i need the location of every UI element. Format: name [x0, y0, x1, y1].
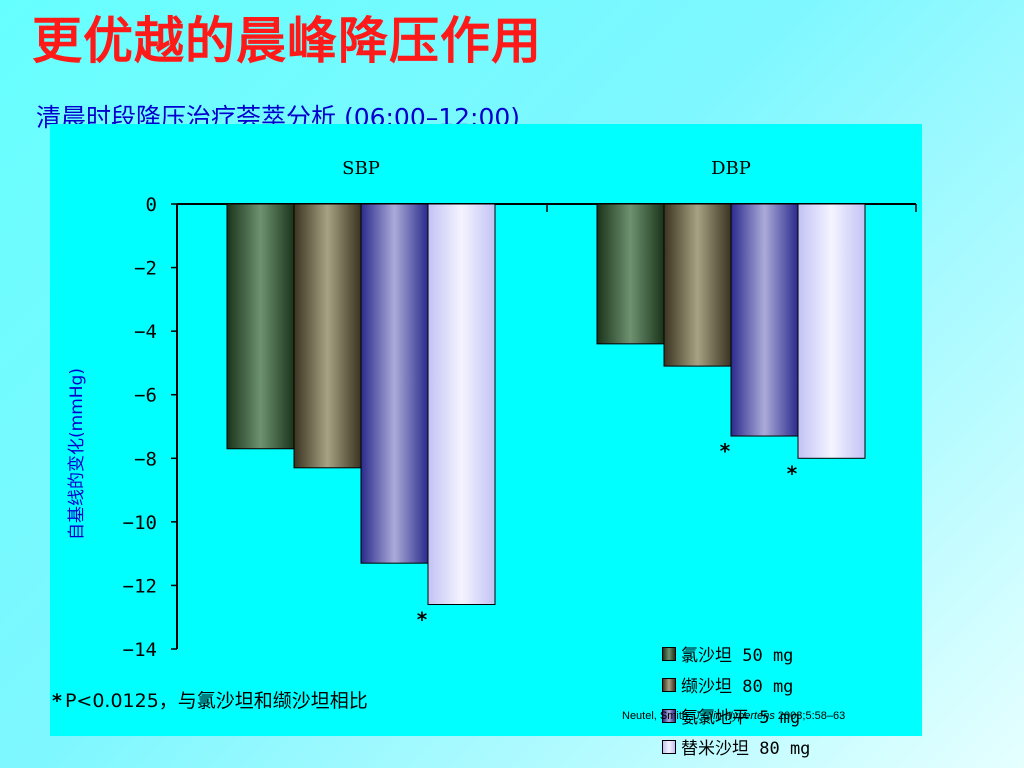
legend-label: 替米沙坦 80 mg	[681, 739, 811, 759]
citation-authors: Neutel, Smith.	[622, 710, 692, 722]
y-tick-label: −14	[123, 639, 157, 661]
significance-marker: *	[417, 608, 428, 632]
bar-chart: 0 −2 −4 −6 −8 −10 −12 −14 SBP DBP * * * 自基线的变化(mmH…	[67, 158, 917, 661]
legend-swatch	[662, 646, 676, 661]
legend-item: 替米沙坦 80 mg	[662, 731, 810, 762]
bar	[360, 203, 429, 564]
footnote-star: *	[52, 690, 62, 712]
bar	[293, 203, 362, 469]
footnote-text: P<0.0125，与氯沙坦和缬沙坦相比	[64, 690, 368, 712]
y-tick-label: −10	[123, 512, 157, 534]
bar	[427, 203, 496, 605]
bar	[596, 203, 665, 345]
y-tick-label: −4	[134, 321, 157, 343]
citation: Neutel, Smith. J Clin Hypertens 2003;5:5…	[622, 710, 845, 722]
y-axis-label: 自基线的变化(mmHg)	[67, 368, 87, 540]
bar	[797, 203, 866, 459]
legend-swatch	[662, 708, 676, 723]
legend-swatch	[662, 677, 676, 692]
chart-panel: 0 −2 −4 −6 −8 −10 −12 −14 SBP DBP * * * 自基线的变化(mmH…	[50, 124, 922, 759]
slide-title: 更优越的晨峰降压作用	[32, 12, 542, 70]
legend-item: 氨氯地平 5 mg	[662, 700, 810, 731]
bar	[663, 203, 732, 367]
category-label: DBP	[711, 158, 751, 179]
legend-label: 氯沙坦 50 mg	[681, 646, 794, 666]
bar	[226, 203, 295, 450]
citation-ref: 2003;5:58–63	[777, 710, 846, 722]
legend-item: 缬沙坦 80 mg	[662, 669, 810, 700]
y-tick-label: −2	[134, 258, 157, 280]
y-tick-label: −12	[123, 575, 157, 597]
significance-marker: *	[720, 439, 731, 463]
legend-item: 氯沙坦 50 mg	[662, 638, 810, 669]
y-tick-label: −6	[134, 385, 157, 407]
citation-journal: J Clin Hypertens	[694, 710, 775, 722]
legend-label: 氨氯地平 5 mg	[681, 708, 801, 728]
bar	[730, 203, 799, 437]
significance-marker: *	[787, 461, 798, 485]
legend: 氯沙坦 50 mg 缬沙坦 80 mg 氨氯地平 5 mg 替米沙坦 80 mg	[662, 638, 810, 762]
y-tick-label: 0	[146, 194, 157, 216]
y-tick-label: −8	[134, 448, 157, 470]
footnote: * P<0.0125，与氯沙坦和缬沙坦相比	[52, 686, 368, 713]
category-label: SBP	[342, 158, 380, 179]
legend-label: 缬沙坦 80 mg	[681, 677, 794, 697]
legend-swatch	[662, 739, 676, 754]
